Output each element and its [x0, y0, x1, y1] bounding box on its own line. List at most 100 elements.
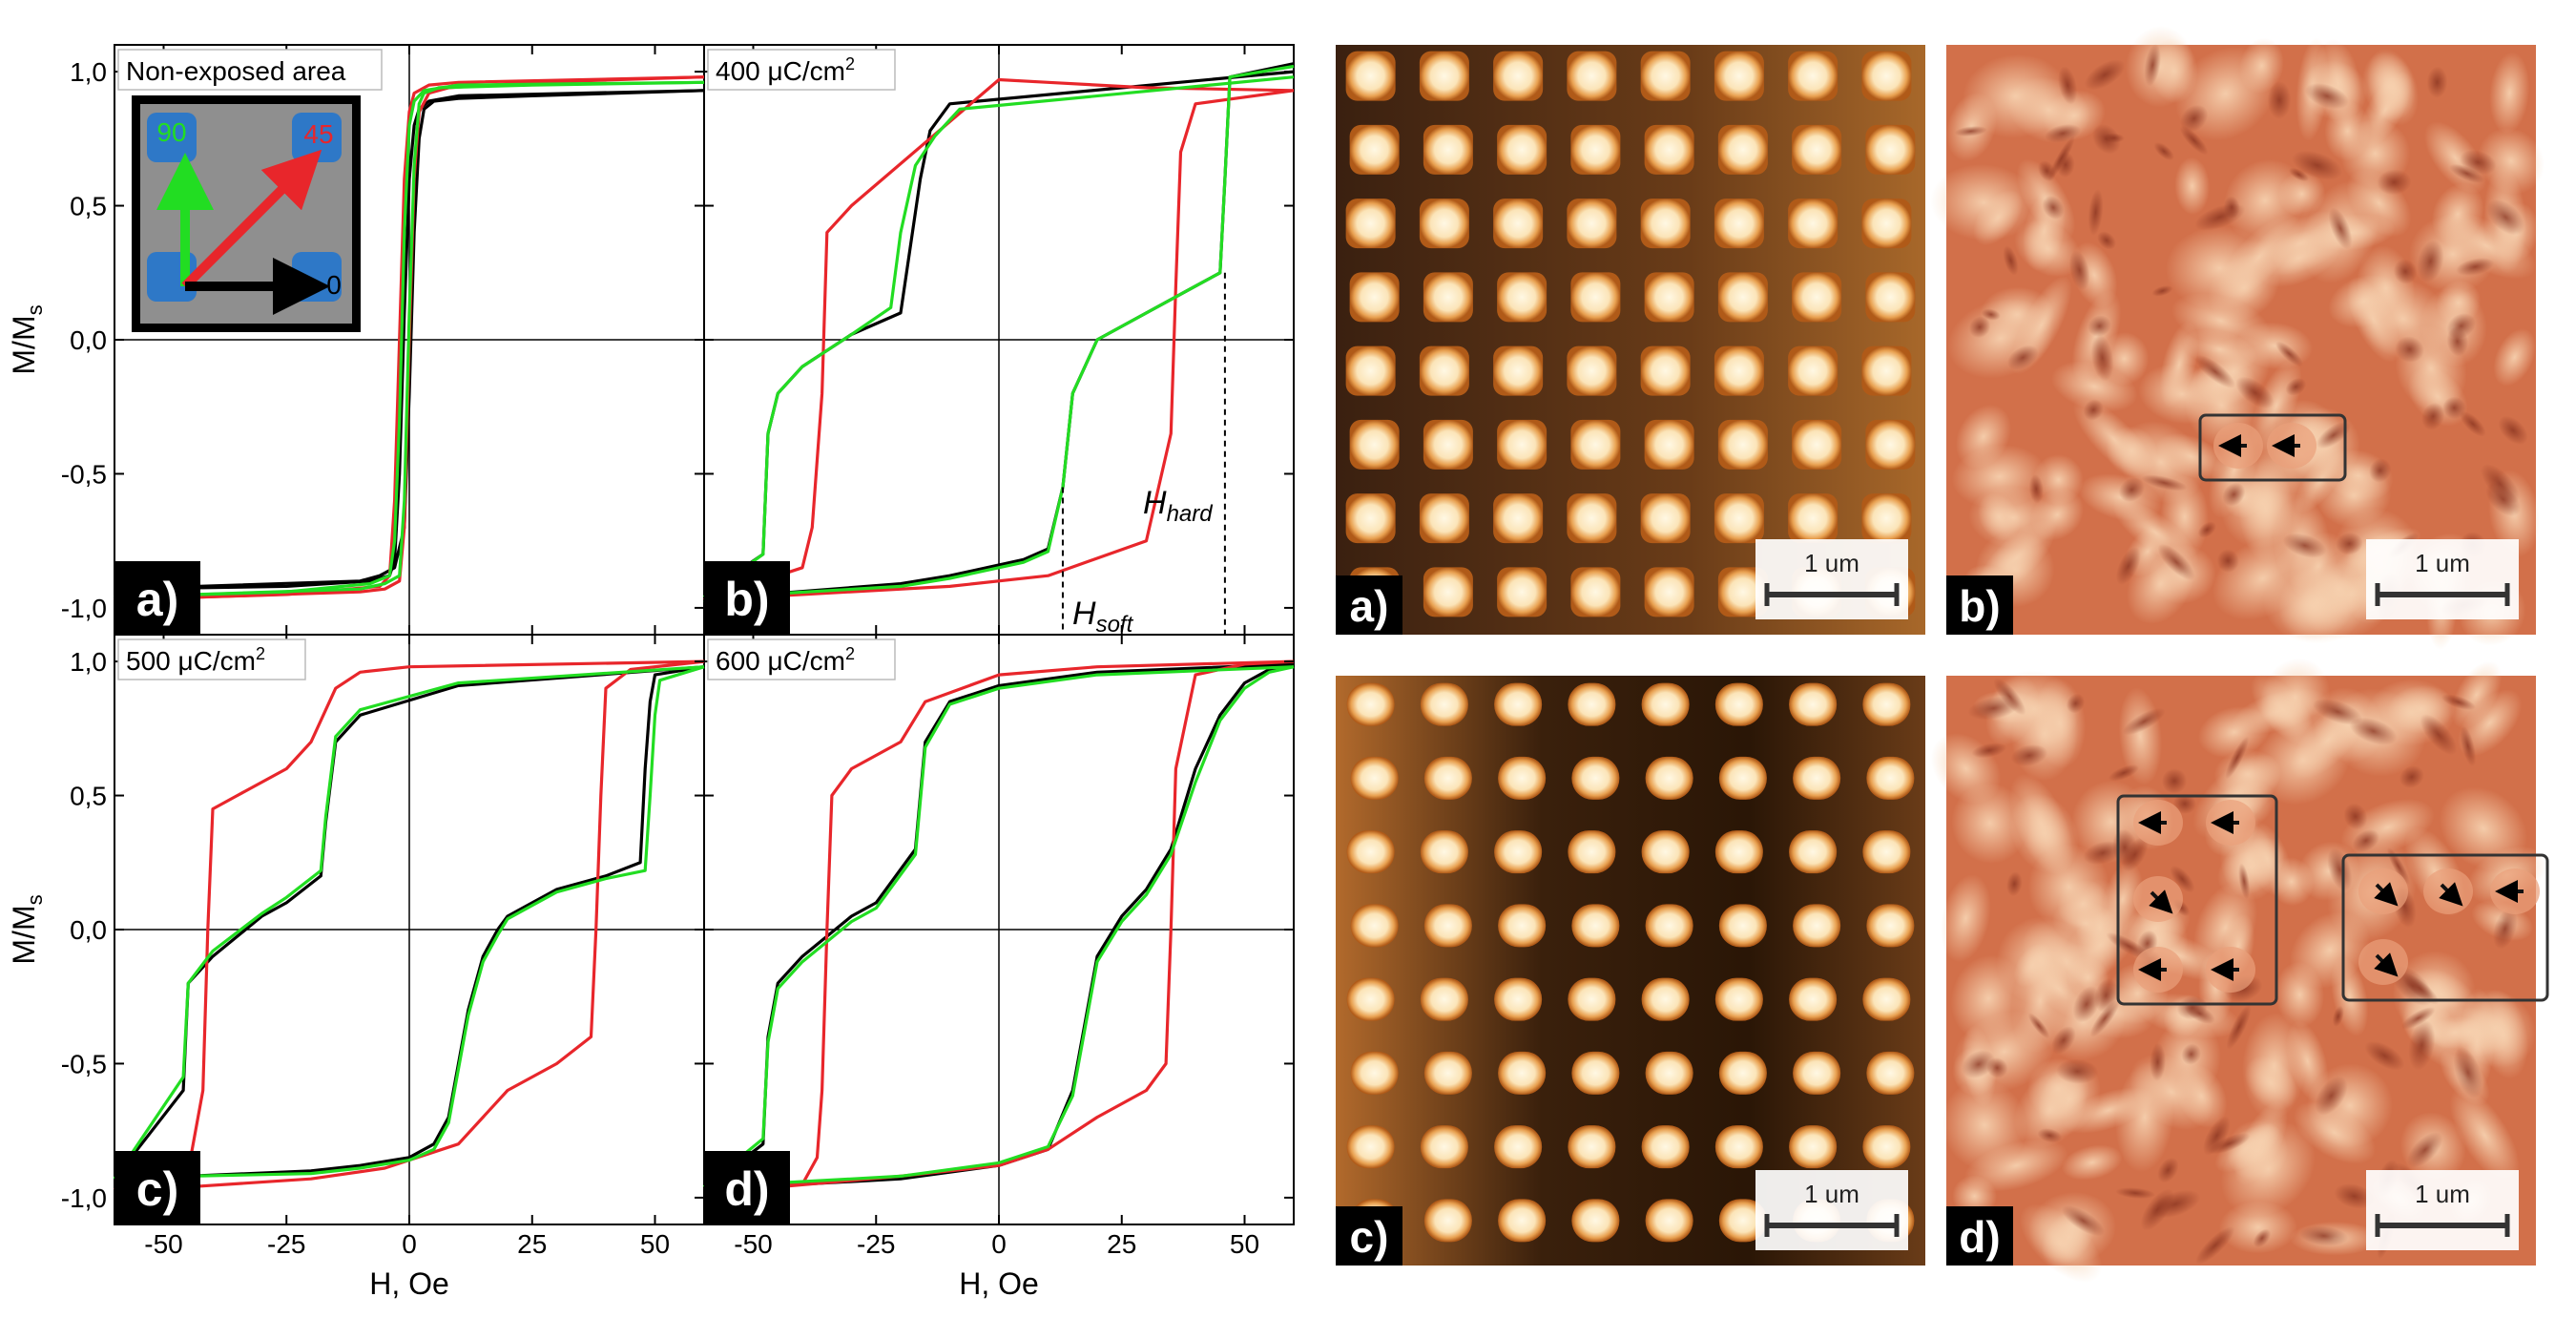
- mfm-light-blob: [2457, 689, 2523, 757]
- scale-bar-text: 1 um: [1804, 549, 1859, 577]
- mfm-dark-blob: [2089, 999, 2120, 1037]
- afm-particle: [1645, 756, 1693, 800]
- mfm-dark-blob: [2027, 1013, 2050, 1039]
- mfm-dark-blob: [2194, 203, 2246, 231]
- afm-particle: [1644, 567, 1694, 617]
- mfm-light-blob: [2218, 1201, 2297, 1254]
- scale-bar-box: [1755, 1170, 1908, 1250]
- mfm-dark-blob: [2441, 694, 2476, 710]
- afm-particle: [1570, 272, 1621, 323]
- mfm-dark-blob: [2327, 847, 2353, 891]
- afm-particle: [1420, 977, 1468, 1021]
- mfm-dark-blob: [2417, 240, 2444, 282]
- afm-particle: [1345, 51, 1396, 101]
- y-tick-label: -0,5: [61, 1049, 107, 1078]
- series-line-45: [703, 89, 1295, 602]
- mfm-light-blob: [2294, 1101, 2377, 1164]
- afm-particle: [1568, 977, 1616, 1021]
- afm-particle: [1718, 904, 1767, 948]
- series-line-90: [703, 665, 1295, 1189]
- mfm-dark-blob: [2180, 104, 2209, 133]
- mfm-dark-blob: [2446, 313, 2476, 340]
- afm-particle: [1497, 419, 1548, 470]
- mfm-dark-blob: [2275, 341, 2303, 367]
- afm-particle: [1423, 567, 1473, 617]
- panel-a-title: Non-exposed area: [117, 49, 383, 91]
- afm-particle: [1644, 419, 1694, 470]
- afm-particle: [1423, 904, 1472, 948]
- afm-particle: [1640, 51, 1691, 101]
- mfm-dark-blob: [2442, 396, 2466, 420]
- series-line-90: [114, 80, 705, 599]
- mfm-light-blob: [2030, 489, 2085, 541]
- mfm-dark-blob: [2305, 82, 2349, 110]
- afm-particle: [1861, 493, 1912, 544]
- afm-particle: [1788, 199, 1839, 249]
- afm-particle: [1345, 493, 1396, 544]
- mfm-dark-blob: [2088, 315, 2111, 337]
- mfm-light-blob: [2174, 157, 2211, 216]
- afm-c-particles: [1346, 682, 1915, 1243]
- afm-particle: [1640, 345, 1691, 396]
- afm-particle: [1346, 830, 1395, 874]
- afm-particle: [1866, 904, 1915, 948]
- mfm-dark-blob: [2299, 1225, 2349, 1246]
- h-annotations: Hhard Hsoft: [1061, 272, 1226, 638]
- mfm-dark-blob: [2453, 1046, 2483, 1098]
- afm-particle: [1419, 51, 1469, 101]
- mfm-b-texture: [1930, 26, 2545, 651]
- mfm-light-blob: [1930, 163, 2038, 241]
- afm-particle: [1570, 419, 1621, 470]
- mfm-dark-blob: [2141, 474, 2188, 492]
- panel-b-label-text: b): [724, 573, 769, 626]
- panel-c-label-bg: [114, 1151, 200, 1224]
- inset-label-90: 90: [156, 117, 186, 147]
- afm-particle: [1718, 1051, 1767, 1095]
- mfm-light-blob: [2493, 328, 2536, 387]
- afm-particle: [1788, 51, 1839, 101]
- panel-a-label-bg: [114, 561, 200, 635]
- mfm-light-blob: [2361, 52, 2416, 121]
- mfm-dark-blob: [1967, 696, 2020, 721]
- y-tick-label: 0,5: [70, 192, 107, 221]
- highlight-box: [2116, 794, 2278, 1006]
- mfm-dark-blob: [2328, 207, 2353, 250]
- mfm-light-blob: [2062, 1087, 2154, 1134]
- mfm-dark-blob: [1971, 743, 2007, 759]
- image-overlays: a) 1 um b) 1 um c) 1 um d) 1 um: [1336, 539, 2519, 1266]
- mfm-dark-blob: [2420, 402, 2445, 430]
- afm-particle: [1717, 124, 1768, 175]
- afm-particle: [1644, 124, 1694, 175]
- mfm-dark-blob: [2253, 1228, 2272, 1248]
- mfm-dark-blob: [2426, 66, 2448, 98]
- panel-c-title-text: 500 μC/cm2: [126, 644, 265, 676]
- series-line-0: [114, 89, 705, 591]
- mfm-dark-blob: [2225, 736, 2250, 780]
- afm-particle: [1862, 977, 1911, 1021]
- mfm-d-domains: [2116, 794, 2549, 1006]
- mfm-light-blob: [2346, 276, 2400, 363]
- highlight-box: [2341, 853, 2549, 1002]
- mfm-dark-blob: [2420, 714, 2458, 756]
- mfm-dark-blob: [2038, 160, 2056, 182]
- mfm-dark-blob: [1954, 126, 1987, 137]
- mfm-dark-blob: [2118, 477, 2145, 502]
- afm-particle: [1641, 1125, 1690, 1169]
- afm-particle: [1865, 419, 1916, 470]
- mfm-dark-blob: [2399, 765, 2424, 788]
- afm-particle: [1641, 682, 1690, 726]
- mfm-dark-blob: [1968, 316, 1991, 339]
- series-line-90: [703, 75, 1295, 598]
- afm-image-c: [1336, 676, 1925, 1266]
- mfm-dark-blob: [2037, 1128, 2063, 1143]
- afm-particle: [1419, 345, 1469, 396]
- afm-particle: [1717, 272, 1768, 323]
- afm-particle: [1494, 1125, 1543, 1169]
- image-label-text: d): [1959, 1212, 2000, 1262]
- afm-particle: [1567, 199, 1617, 249]
- image-label-text: a): [1350, 581, 1389, 631]
- afm-particle: [1567, 51, 1617, 101]
- y-tick-label: 0,0: [70, 325, 107, 355]
- afm-particle: [1645, 1199, 1693, 1243]
